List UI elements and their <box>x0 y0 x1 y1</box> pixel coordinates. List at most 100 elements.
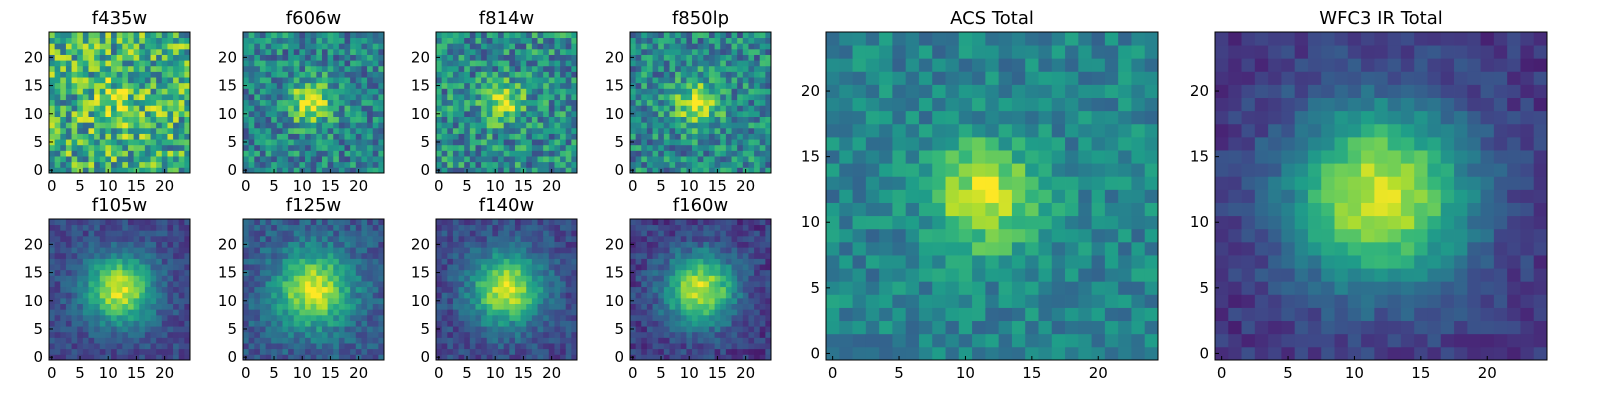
heatmap-cell <box>350 297 357 304</box>
heatmap-cell <box>372 320 379 327</box>
heatmap-cell <box>144 219 151 226</box>
heatmap-cell <box>537 77 544 84</box>
heatmap-cell <box>173 337 180 344</box>
heatmap-cell <box>765 99 772 106</box>
heatmap-cell <box>759 167 766 174</box>
heatmap-cell <box>464 241 471 248</box>
heatmap-cell <box>498 224 505 231</box>
heatmap-cell <box>105 337 112 344</box>
heatmap-cell <box>526 60 533 67</box>
heatmap-cell <box>248 161 255 168</box>
heatmap-cell <box>127 326 134 333</box>
heatmap-cell <box>367 150 374 157</box>
heatmap-cell <box>361 105 368 112</box>
heatmap-cell <box>571 122 578 129</box>
heatmap-cell <box>543 331 550 338</box>
heatmap-cell <box>680 99 687 106</box>
heatmap-cell <box>720 150 727 157</box>
heatmap-cell <box>248 139 255 146</box>
heatmap-cell <box>663 331 670 338</box>
panel-title: f850lp <box>672 8 729 29</box>
heatmap-cell <box>355 258 362 265</box>
heatmap-cell <box>276 258 283 265</box>
heatmap-cell <box>481 224 488 231</box>
heatmap-cell <box>514 235 521 242</box>
heatmap-cell <box>680 348 687 355</box>
heatmap-cell <box>378 247 385 254</box>
heatmap-cell <box>344 43 351 50</box>
heatmap-cell <box>720 122 727 129</box>
heatmap-cell <box>82 264 89 271</box>
heatmap-cell <box>514 65 521 72</box>
heatmap-cell <box>731 326 738 333</box>
heatmap-cell <box>464 331 471 338</box>
heatmap-cell <box>167 144 174 151</box>
heatmap-cell <box>105 326 112 333</box>
heatmap-cell <box>254 258 261 265</box>
heatmap-cell <box>543 32 550 39</box>
heatmap-cell <box>503 88 510 95</box>
heatmap-cell <box>475 264 482 271</box>
heatmap-cell <box>316 99 323 106</box>
heatmap-cell <box>361 235 368 242</box>
heatmap-cell <box>150 161 157 168</box>
heatmap-cell <box>327 161 334 168</box>
heatmap-cell <box>548 224 555 231</box>
heatmap-cell <box>742 150 749 157</box>
heatmap-cell <box>436 60 443 67</box>
heatmap-cell <box>265 337 272 344</box>
heatmap-cell <box>144 94 151 101</box>
heatmap-cell <box>139 77 146 84</box>
heatmap-cell <box>65 150 72 157</box>
heatmap-cell <box>156 354 163 361</box>
heatmap-cell <box>554 54 561 61</box>
heatmap-cell <box>254 297 261 304</box>
heatmap-cell <box>378 43 385 50</box>
heatmap-cell <box>49 77 56 84</box>
heatmap-cell <box>173 144 180 151</box>
heatmap-cell <box>452 252 459 259</box>
heatmap-cell <box>658 99 665 106</box>
heatmap-cell <box>652 258 659 265</box>
heatmap-cell <box>49 150 56 157</box>
heatmap-cell <box>60 127 67 134</box>
heatmap-cell <box>441 309 448 316</box>
heatmap-cell <box>543 122 550 129</box>
heatmap-cell <box>503 99 510 106</box>
heatmap-cell <box>282 292 289 299</box>
x-tick-label: 10 <box>680 177 699 195</box>
heatmap-cell <box>703 37 710 44</box>
heatmap-cell <box>265 219 272 226</box>
heatmap-cell <box>520 219 527 226</box>
heatmap-cell <box>265 48 272 55</box>
heatmap-cell <box>276 224 283 231</box>
heatmap-cell <box>350 99 357 106</box>
heatmap-cell <box>133 71 140 78</box>
heatmap-cell <box>378 105 385 112</box>
heatmap-cell <box>630 292 637 299</box>
heatmap-cell <box>338 281 345 288</box>
heatmap-cell <box>492 269 499 276</box>
heatmap-cell <box>282 94 289 101</box>
heatmap-cell <box>305 337 312 344</box>
heatmap-cell <box>338 326 345 333</box>
heatmap-cell <box>173 71 180 78</box>
heatmap-cell <box>509 264 516 271</box>
heatmap-cell <box>458 343 465 350</box>
y-tick-label: 15 <box>411 77 430 95</box>
heatmap-cell <box>144 54 151 61</box>
heatmap-cell <box>635 133 642 140</box>
heatmap-cell <box>161 309 168 316</box>
heatmap-cell <box>116 252 123 259</box>
heatmap-cell <box>122 77 129 84</box>
heatmap-cell <box>178 150 185 157</box>
heatmap-cell <box>49 71 56 78</box>
heatmap-cell <box>144 48 151 55</box>
heatmap-cell <box>259 82 266 89</box>
heatmap-cell <box>754 144 761 151</box>
heatmap-cell <box>150 241 157 248</box>
heatmap-cell <box>367 71 374 78</box>
heatmap-cell <box>447 156 454 163</box>
heatmap-cell <box>481 252 488 259</box>
heatmap-cell <box>94 150 101 157</box>
